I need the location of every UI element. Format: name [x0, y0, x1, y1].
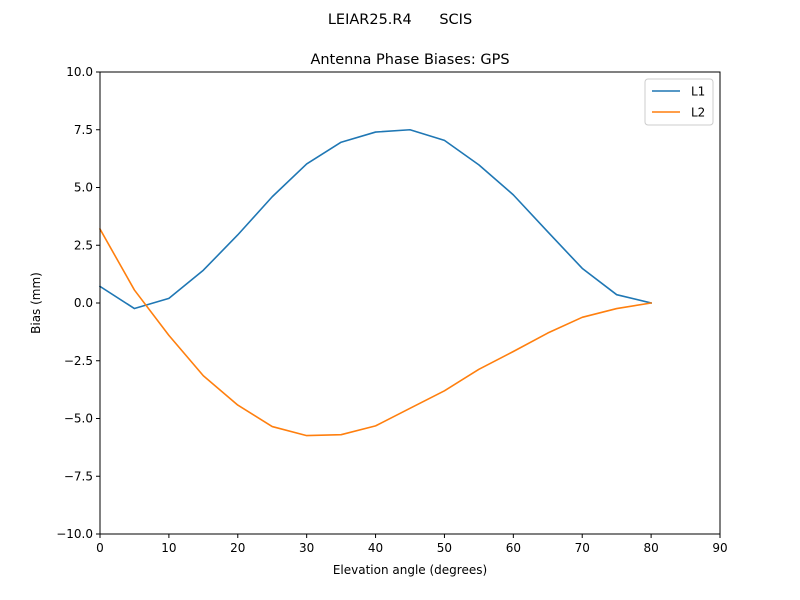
x-tick-label: 0	[96, 541, 104, 555]
series-line-l2	[98, 227, 653, 437]
x-tick-label: 50	[437, 541, 452, 555]
legend-label-l2: L2	[691, 106, 705, 120]
chart-title: Antenna Phase Biases: GPS	[310, 52, 509, 68]
y-tick-label: 10.0	[66, 65, 93, 79]
plot-background	[100, 72, 720, 534]
figure-suptitle: LEIAR25.R4 SCIS	[328, 12, 472, 28]
y-tick-label: 5.0	[74, 181, 93, 195]
y-axis: −10.0 −7.5 −5.0 −2.5 0.0 2.5 5.0 7.5 10.0	[56, 65, 100, 541]
plot-area	[98, 71, 721, 535]
x-tick-label: 20	[230, 541, 245, 555]
x-axis: 0 10 20 30 40 50 60 70 80 90	[96, 534, 728, 555]
x-tick-label: 70	[575, 541, 590, 555]
series-line-l1	[98, 128, 653, 310]
x-tick-label: 80	[643, 541, 658, 555]
legend: L1 L2	[644, 78, 714, 126]
y-tick-label: −10.0	[56, 527, 93, 541]
series-layer	[98, 128, 653, 437]
x-tick-label: 90	[712, 541, 727, 555]
x-axis-label: Elevation angle (degrees)	[333, 563, 487, 577]
y-tick-label: 2.5	[74, 238, 93, 252]
x-tick-label: 40	[368, 541, 383, 555]
y-tick-label: 0.0	[74, 296, 93, 310]
y-tick-label: −5.0	[64, 412, 93, 426]
y-tick-label: −2.5	[64, 354, 93, 368]
y-tick-label: 7.5	[74, 123, 93, 137]
x-tick-label: 30	[299, 541, 314, 555]
y-tick-label: −7.5	[64, 469, 93, 483]
x-tick-label: 60	[506, 541, 521, 555]
y-axis-label: Bias (mm)	[29, 272, 43, 334]
legend-label-l1: L1	[691, 85, 705, 99]
x-tick-label: 10	[161, 541, 176, 555]
